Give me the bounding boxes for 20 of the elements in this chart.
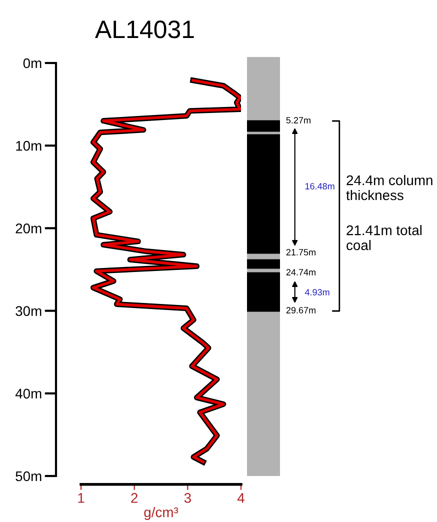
chart-title: AL14031 <box>95 20 194 38</box>
x-tick-label: 1 <box>78 493 84 503</box>
x-tick-label: 2 <box>131 493 138 503</box>
text: 21.75m <box>286 249 316 256</box>
y-tick-label: 40m <box>15 388 42 399</box>
text: 24.4m column thickness <box>346 175 432 200</box>
text: 16.48m <box>305 183 334 190</box>
y-tick-label: 0m <box>23 58 42 68</box>
y-tick-label: 10m <box>16 140 42 151</box>
x-tick-label: 4 <box>237 493 244 503</box>
text: 21.41m total coal <box>346 225 422 250</box>
text: 5.27m <box>286 117 310 124</box>
y-tick-label: 30m <box>16 306 42 316</box>
y-tick-label: 20m <box>16 224 42 234</box>
x-tick-label: 3 <box>184 493 191 503</box>
text: 24.74m <box>286 269 316 276</box>
text: 4.93m <box>304 289 330 296</box>
x-axis-title: g/cm³ <box>144 507 178 520</box>
y-tick-label: 50m <box>16 471 42 482</box>
text: 29.67m <box>286 307 316 314</box>
